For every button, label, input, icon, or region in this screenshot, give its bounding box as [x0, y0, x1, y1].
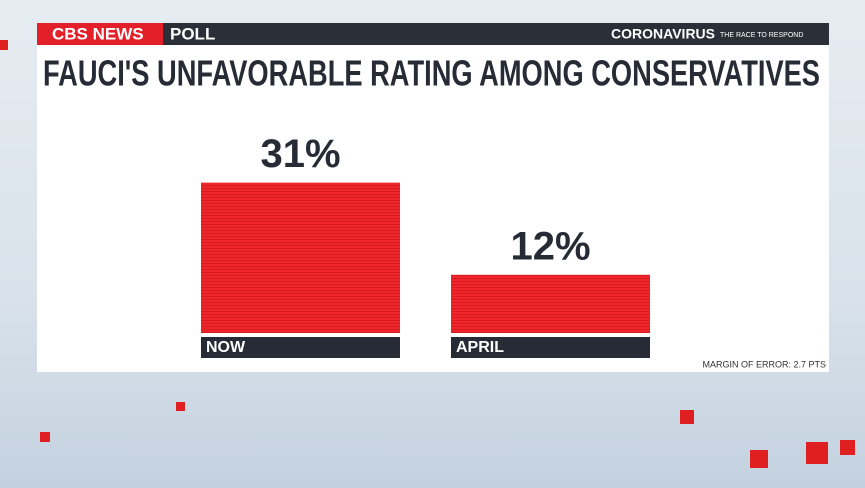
brand-box	[37, 23, 163, 45]
poll-label: POLL	[170, 24, 215, 43]
category-label: APRIL	[456, 339, 504, 356]
category-bar	[201, 337, 400, 358]
brand: CBS NEWS	[52, 24, 144, 43]
value-label: 31%	[260, 132, 340, 176]
chart-title: FAUCI'S UNFAVORABLE RATING AMONG CONSERV…	[43, 53, 820, 94]
tagline: THE RACE TO RESPOND	[720, 32, 803, 39]
category-label: NOW	[206, 339, 246, 356]
value-label: 12%	[510, 224, 590, 268]
note: MARGIN OF ERROR: 2.7 PTS	[702, 359, 826, 369]
header-bar	[37, 23, 829, 45]
deco	[176, 402, 185, 411]
topic: CORONAVIRUS	[611, 26, 715, 42]
deco	[680, 410, 694, 424]
panel	[37, 45, 829, 372]
deco	[40, 432, 50, 442]
deco	[0, 40, 8, 50]
deco	[840, 440, 855, 455]
bar	[201, 182, 400, 333]
deco	[750, 450, 768, 468]
deco	[806, 442, 828, 464]
bar	[451, 274, 650, 333]
category-bar	[451, 337, 650, 358]
